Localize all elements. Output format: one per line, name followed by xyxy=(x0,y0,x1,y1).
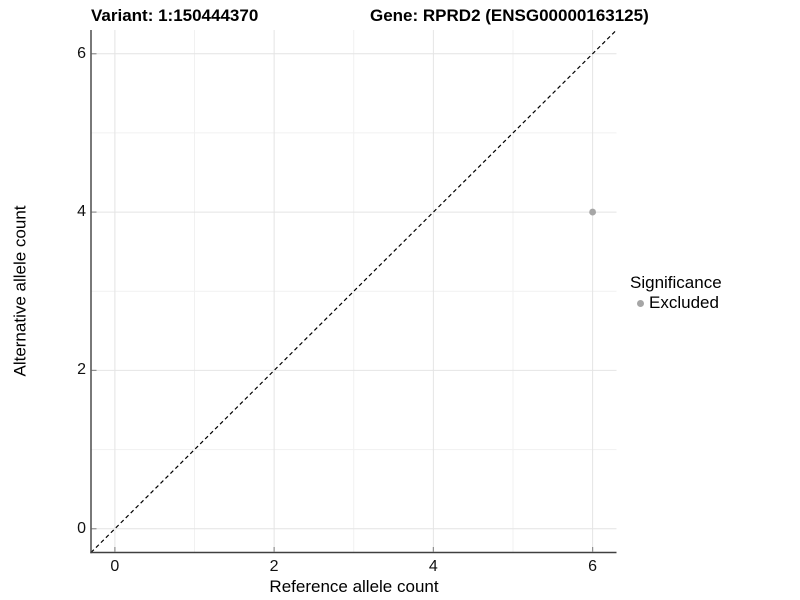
legend-title: Significance xyxy=(630,273,722,292)
x-axis-title: Reference allele count xyxy=(269,577,439,596)
x-tick-label: 6 xyxy=(588,557,598,575)
legend: Significance Excluded xyxy=(630,273,722,313)
legend-key-circle-icon xyxy=(637,299,644,307)
y-tick-label: 6 xyxy=(77,44,86,62)
identity-line xyxy=(90,29,617,553)
x-tick-label: 4 xyxy=(428,557,438,575)
gene-title: Gene: RPRD2 (ENSG00000163125) xyxy=(370,6,649,25)
legend-item-excluded: Excluded xyxy=(630,293,722,313)
y-tick-label: 2 xyxy=(77,361,86,379)
x-tick-label: 2 xyxy=(269,557,279,575)
variant-title: Variant: 1:150444370 xyxy=(91,6,259,25)
x-tick-label: 0 xyxy=(110,557,120,575)
legend-item-label: Excluded xyxy=(649,293,719,312)
y-tick-label: 0 xyxy=(77,519,86,537)
data-point xyxy=(589,208,597,216)
y-axis-title: Alternative allele count xyxy=(10,205,30,377)
y-tick-label: 4 xyxy=(77,203,86,221)
